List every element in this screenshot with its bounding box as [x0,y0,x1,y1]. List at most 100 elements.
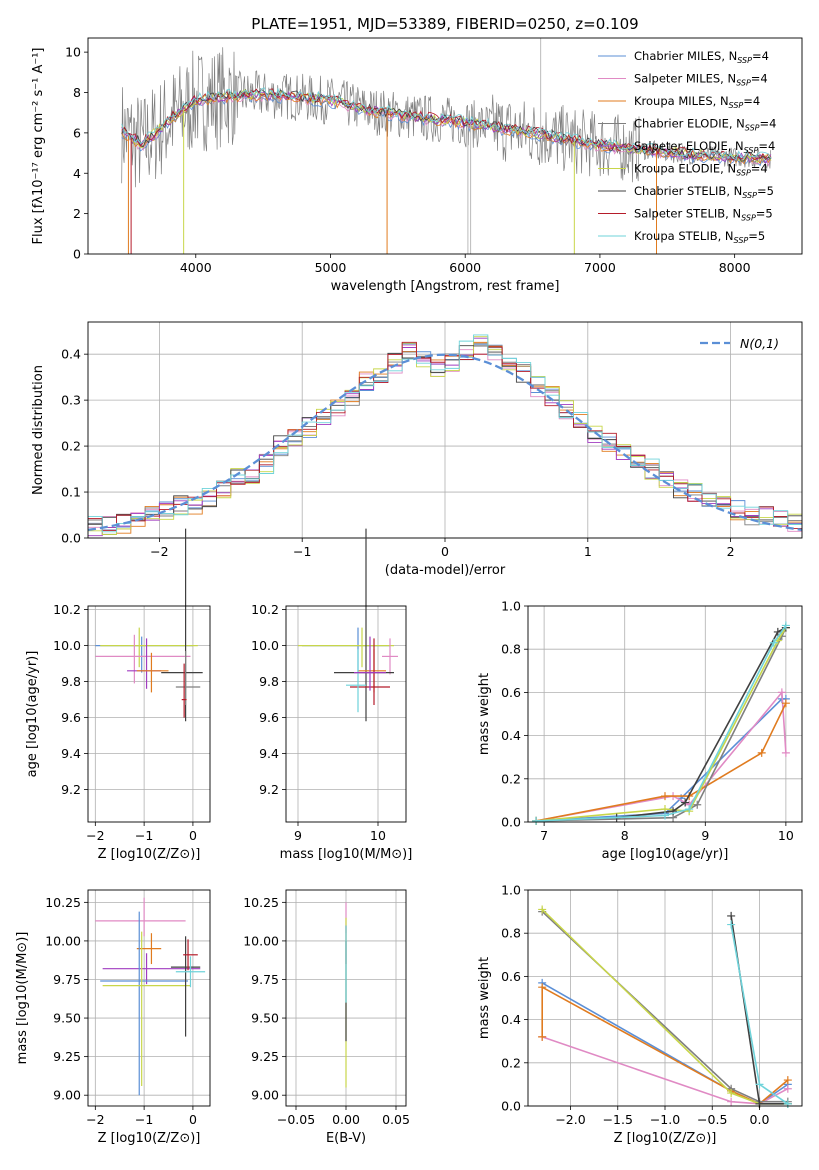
y-tick-label: 10.0 [251,638,279,653]
y-tick-label: 1.0 [501,599,521,614]
y-axis-label: mass weight [477,957,492,1039]
panel-residuals: −2 −1 0 1 2 0.0 0.1 0.2 0.3 0.4 (data-model)/error… [31,321,803,578]
y-tick-label: 0.2 [61,439,81,454]
x-axis-label: age [log10(age/yr)] [602,847,729,862]
weight-marker [532,816,541,825]
x-tick-label: 10 [370,828,386,843]
y-tick-label: 0.2 [501,771,521,786]
weight-marker [777,688,786,697]
panel-mass_vs_z: −2 −1 0 9.00 9.25 9.50 9.75 10.00 10.25 Z [log10(… [15,889,211,1146]
y-tick-label: 9.50 [251,1011,279,1026]
legend-label: N(0,1) [740,336,779,351]
histogram-series [88,341,802,531]
y-tick-label: 8 [73,85,81,100]
weight-line [535,702,787,822]
x-tick-label: 2 [727,544,735,559]
x-tick-label: 0.05 [382,1112,410,1127]
weight-line [536,624,787,822]
y-tick-label: 9.50 [53,1011,81,1026]
weight-marker [755,1080,764,1089]
y-tick-label: 6 [73,125,81,140]
x-tick-label: −1 [135,1112,153,1127]
weight-line [541,1036,789,1105]
x-tick-label: −1.0 [650,1112,680,1127]
y-tick-label: 9.75 [53,972,81,987]
x-tick-label: 4000 [180,260,212,275]
x-axis-label: mass [log10(M/M⊙)] [280,847,413,862]
panel-mass_vs_ebv: −0.05 0.00 0.05 9.00 9.25 9.50 9.75 10.00 10.25 E… [243,889,410,1146]
model-spectrum-line [121,87,772,161]
weight-line [536,627,787,822]
y-tick-label: 9.00 [251,1088,279,1103]
weight-marker [783,1099,792,1108]
x-axis-label: wavelength [Angstrom, rest frame] [331,279,560,294]
y-tick-label: 0.0 [501,815,521,830]
axes-frame [87,37,803,255]
weight-marker [781,748,790,757]
axes-frame [285,605,407,823]
legend-label: Chabrier MILES, NSSP=4 [634,49,769,65]
y-tick-label: 9.25 [53,1049,81,1064]
weight-marker [727,911,736,920]
y-tick-label: 0.6 [501,969,521,984]
y-tick-label: 9.75 [251,972,279,987]
weight-marker [727,1097,736,1106]
axes-frame [87,889,211,1107]
y-tick-label: 9.4 [61,746,81,761]
y-tick-label: 0.8 [501,642,521,657]
x-tick-label: 7000 [584,260,616,275]
weight-marker [538,1032,547,1041]
legend-label: Chabrier ELODIE, NSSP=4 [634,117,776,133]
weight-marker [538,983,547,992]
legend-label: Kroupa MILES, NSSP=4 [634,94,760,110]
x-tick-label: −2 [86,828,104,843]
axes-frame [527,605,803,823]
legend-label: Chabrier STELIB, NSSP=5 [634,184,774,200]
weight-marker [783,1084,792,1093]
x-tick-label: 0 [189,1112,197,1127]
x-tick-label: 5000 [315,260,347,275]
x-tick-label: 7 [540,828,548,843]
x-tick-label: −2 [150,544,168,559]
x-axis-label: E(B-V) [326,1131,366,1146]
y-tick-label: 0.3 [61,393,81,408]
y-tick-label: 0.1 [61,485,81,500]
y-axis-label: mass [log10(M/M⊙)] [15,932,30,1065]
x-tick-label: −2.0 [555,1112,585,1127]
x-tick-label: 8 [621,828,629,843]
y-tick-label: 0.0 [501,1099,521,1114]
x-tick-label: −1.5 [603,1112,633,1127]
weight-marker [685,805,694,814]
legend-label: Salpeter ELODIE, NSSP=4 [634,139,775,155]
y-tick-label: 0.4 [501,728,521,743]
histogram-series [88,345,802,525]
weight-marker [661,792,669,801]
y-tick-label: 0.4 [501,1012,521,1027]
weight-marker [783,1076,792,1085]
x-tick-label: −0.05 [277,1112,315,1127]
weight-marker [781,621,790,630]
y-tick-label: 9.8 [259,674,279,689]
weight-marker [781,699,790,708]
legend-label: Salpeter STELIB, NSSP=5 [634,207,773,223]
x-tick-label: 9 [294,828,302,843]
x-axis-label: Z [log10(Z/Z⊙)] [614,1131,717,1146]
weight-marker [538,905,547,914]
panel-weight_vs_z: −2.0 −1.5 −1.0 −0.5 0.0 0.0 0.2 0.4 0.6 0.8 1.0 Z [… [477,883,803,1146]
x-tick-label: −1 [293,544,311,559]
histogram-series [88,334,802,533]
weight-marker [769,638,778,647]
x-tick-label: 8000 [719,260,751,275]
y-tick-label: 9.2 [61,782,81,797]
y-tick-label: 0 [73,247,81,262]
panel-weight_vs_age: 7 8 9 10 0.0 0.2 0.4 0.6 0.8 1.0 age [log10(age/yr… [477,599,803,862]
x-tick-label: 6000 [449,260,481,275]
y-axis-label: Normed distribution [31,365,46,495]
x-tick-label: 9 [701,828,709,843]
y-tick-label: 0.8 [501,926,521,941]
x-tick-label: −0.5 [697,1112,727,1127]
y-tick-label: 4 [73,166,81,181]
y-tick-label: 9.8 [61,674,81,689]
y-tick-label: 9.00 [53,1088,81,1103]
